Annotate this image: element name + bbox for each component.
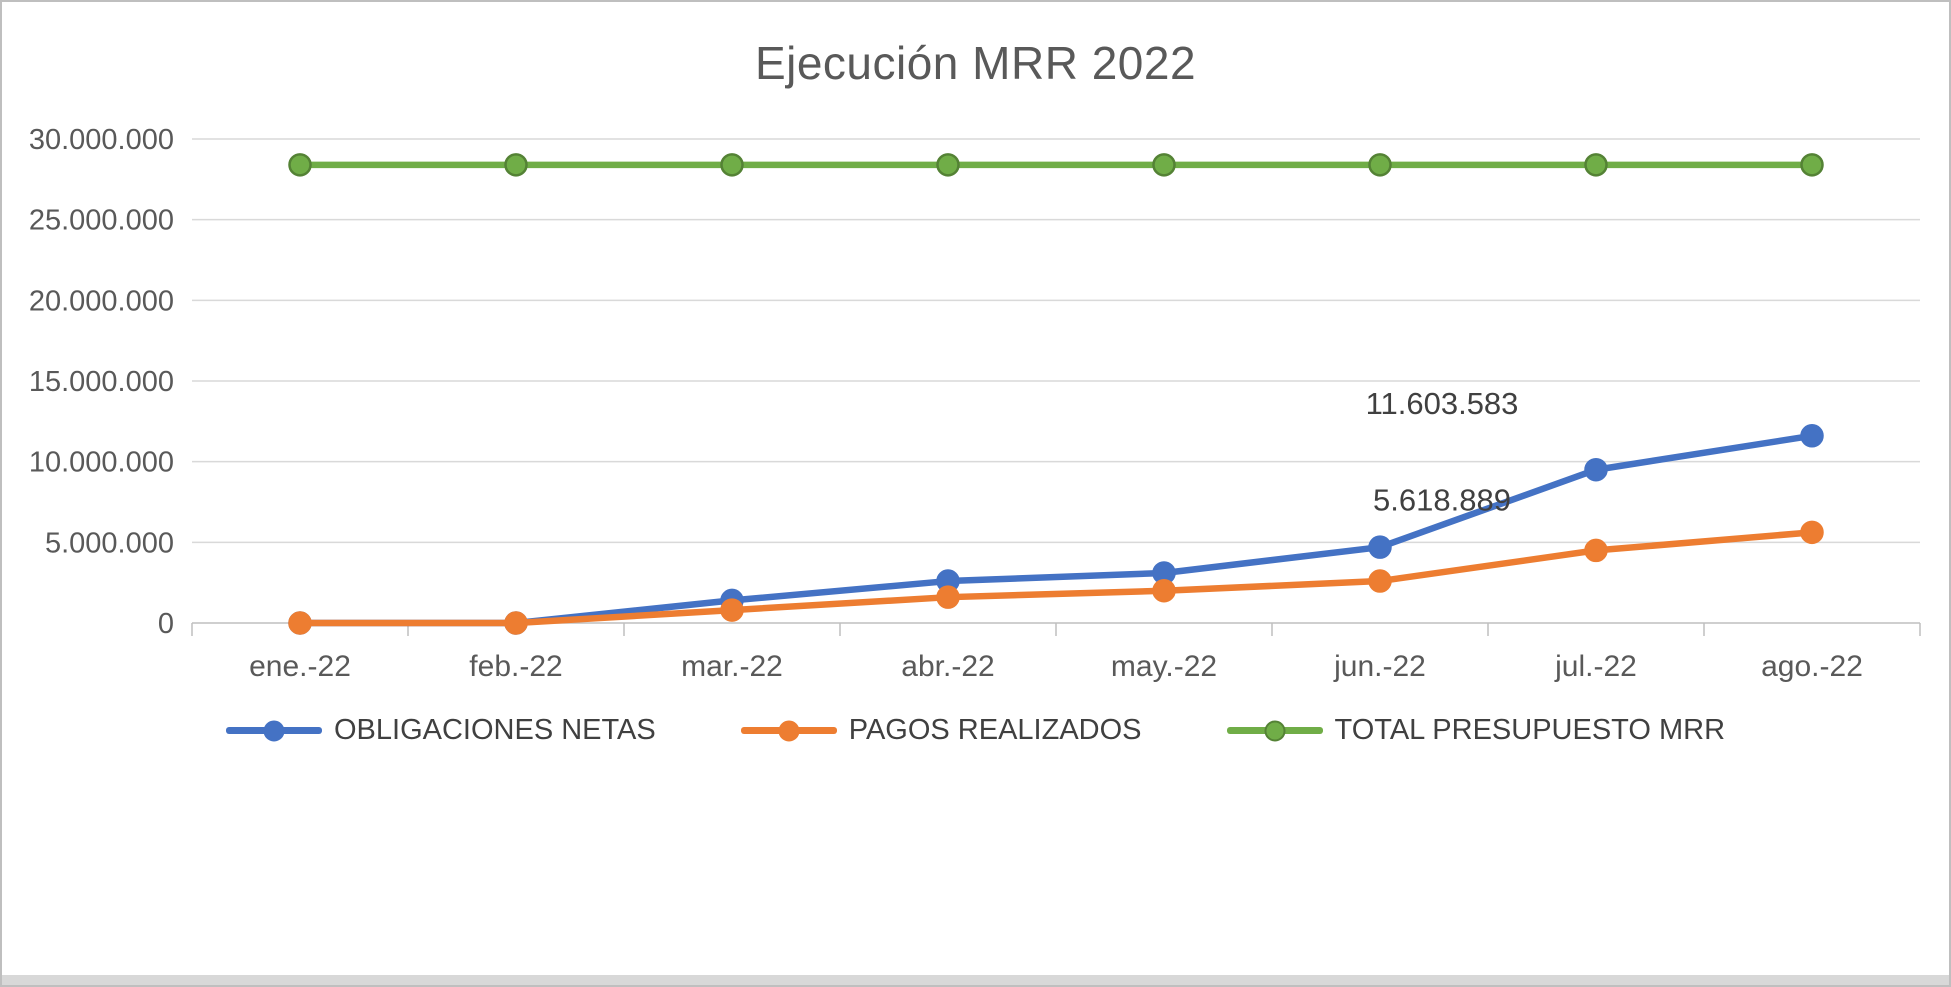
x-axis-tick-label: abr.-22 xyxy=(901,650,994,683)
legend-label: OBLIGACIONES NETAS xyxy=(333,714,656,746)
legend-label: TOTAL PRESUPUESTO MRR xyxy=(1334,714,1726,746)
x-axis-tick-label: may.-22 xyxy=(1111,650,1217,683)
y-axis-tick-label: 25.000.000 xyxy=(29,205,174,237)
data-point-marker xyxy=(288,153,312,177)
data-point-marker xyxy=(504,611,528,635)
legend-item-total-presupuesto-mrr[interactable]: TOTAL PRESUPUESTO MRR xyxy=(1226,714,1726,747)
legend: OBLIGACIONES NETAS PAGOS REALIZADOS TOTA… xyxy=(2,714,1949,747)
data-point-marker xyxy=(288,611,312,635)
legend-item-pagos-realizados[interactable]: PAGOS REALIZADOS xyxy=(740,714,1142,747)
series-obligaciones-netas xyxy=(288,424,1824,635)
series-pagos-realizados xyxy=(288,520,1824,635)
y-axis-tick-label: 30.000.000 xyxy=(29,124,174,156)
y-axis-labels: 0 5.000.000 10.000.000 15.000.000 20.000.000… xyxy=(29,124,174,640)
y-axis-tick-label: 10.000.000 xyxy=(29,447,174,479)
x-axis-tick-label: ago.-22 xyxy=(1761,650,1863,683)
bottom-edge-bar xyxy=(2,975,1949,985)
data-point-marker xyxy=(1368,153,1392,177)
data-point-marker xyxy=(1368,569,1392,593)
legend-item-obligaciones-netas[interactable]: OBLIGACIONES NETAS xyxy=(225,714,656,747)
series-line xyxy=(296,529,1816,627)
data-point-marker xyxy=(1800,153,1824,177)
x-axis-tick-label: jun.-22 xyxy=(1333,650,1426,683)
y-axis-tick-label: 0 xyxy=(158,608,174,640)
legend-dot-blue xyxy=(263,720,285,741)
data-point-marker xyxy=(1800,424,1824,448)
legend-dot-green xyxy=(1264,720,1286,741)
legend-line-marker-orange xyxy=(740,720,837,741)
legend-line-marker-green xyxy=(1226,720,1323,741)
y-axis-tick-label: 5.000.000 xyxy=(45,527,174,559)
x-axis-tick-label: ene.-22 xyxy=(249,650,351,683)
data-point-marker xyxy=(720,153,744,177)
data-point-marker xyxy=(936,153,960,177)
data-point-marker xyxy=(1800,520,1824,545)
data-point-marker xyxy=(1152,578,1176,603)
gridlines xyxy=(192,138,1920,544)
y-axis-tick-label: 20.000.000 xyxy=(29,285,174,317)
data-point-marker xyxy=(1368,535,1392,559)
data-point-marker xyxy=(1584,538,1608,563)
data-label: 11.603.583 xyxy=(1366,386,1519,421)
data-point-marker xyxy=(936,585,960,609)
series-total-presupuesto-mrr xyxy=(288,153,1824,177)
y-axis-tick-label: 15.000.000 xyxy=(29,366,174,398)
data-label: 5.618.889 xyxy=(1373,482,1511,517)
data-point-marker xyxy=(1584,153,1608,177)
data-point-marker xyxy=(1584,457,1608,482)
legend-dot-orange xyxy=(778,720,800,741)
legend-line-marker-blue xyxy=(225,720,322,741)
x-axis-tick-label: mar.-22 xyxy=(681,650,783,683)
data-point-marker xyxy=(720,598,744,622)
x-axis-labels: ene.-22 feb.-22 mar.-22 abr.-22 may.-22 jun.-… xyxy=(249,650,1863,683)
x-axis-tick-label: jul.-22 xyxy=(1554,650,1637,683)
data-point-marker xyxy=(504,153,528,177)
data-point-marker xyxy=(1152,153,1176,177)
chart-title: Ejecución MRR 2022 xyxy=(754,37,1197,89)
x-axis-tick-label: feb.-22 xyxy=(469,650,562,683)
legend-label: PAGOS REALIZADOS xyxy=(848,714,1142,746)
